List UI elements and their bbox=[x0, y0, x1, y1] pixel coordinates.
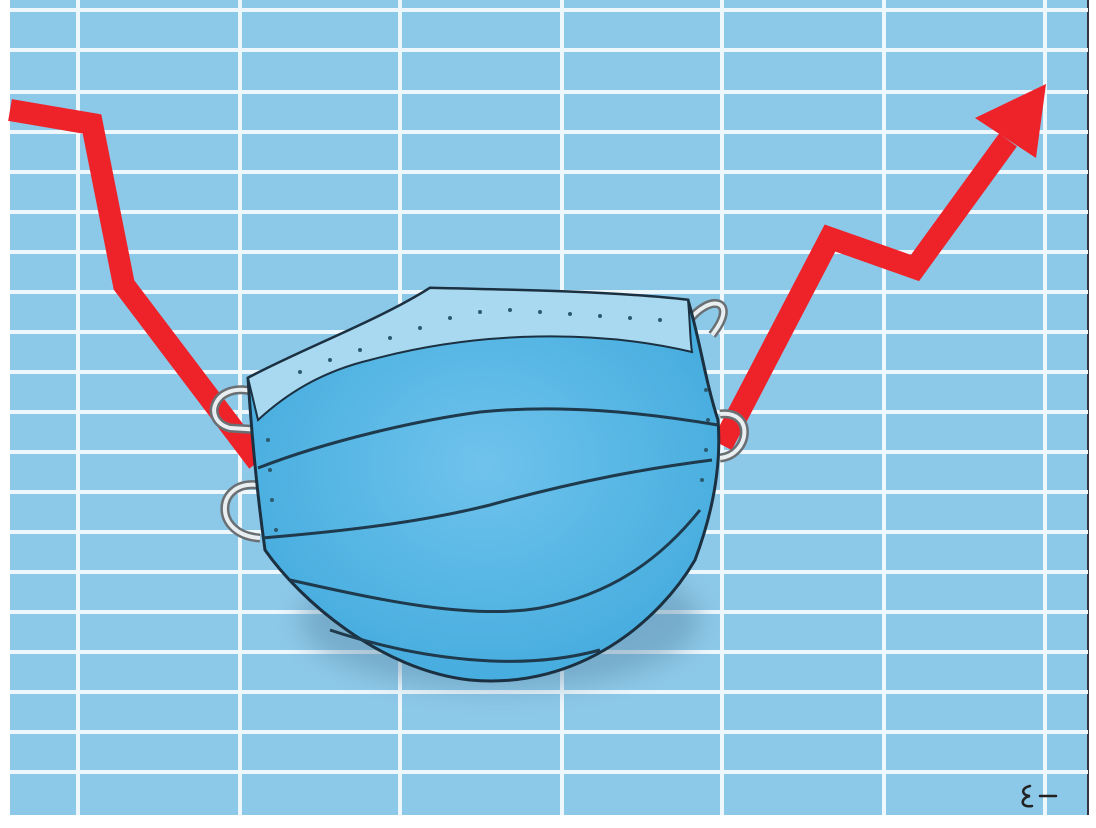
stitch bbox=[700, 478, 704, 482]
mask-pleat bbox=[289, 509, 702, 614]
stitch bbox=[508, 308, 512, 312]
ear-loop bbox=[212, 387, 263, 432]
stitch bbox=[270, 498, 274, 502]
stitch bbox=[704, 388, 708, 392]
stitch bbox=[628, 316, 632, 320]
stitch bbox=[568, 312, 572, 316]
ear-loop bbox=[223, 482, 261, 540]
stitch bbox=[268, 468, 272, 472]
ear-loops-highlight bbox=[212, 301, 747, 540]
trend-arrowhead bbox=[975, 84, 1046, 158]
stitch bbox=[478, 310, 482, 314]
stitch bbox=[328, 358, 332, 362]
stitch bbox=[598, 314, 602, 318]
trend-line-left bbox=[8, 99, 267, 469]
mask-pleats bbox=[257, 407, 719, 663]
signature bbox=[1021, 784, 1058, 808]
ear-loop bbox=[719, 411, 747, 460]
stitch bbox=[658, 318, 662, 322]
stitch bbox=[704, 448, 708, 452]
mask-pleat bbox=[261, 458, 713, 540]
stitch bbox=[448, 316, 452, 320]
stitch bbox=[274, 528, 278, 532]
stitch bbox=[298, 370, 302, 374]
mask-pleat bbox=[329, 628, 601, 663]
stitch bbox=[358, 348, 362, 352]
mask-pleat bbox=[257, 407, 719, 470]
mask-stitching bbox=[266, 308, 710, 532]
stitch bbox=[538, 310, 542, 314]
stitch bbox=[418, 326, 422, 330]
ear-loop bbox=[686, 301, 726, 337]
trend-line-right bbox=[712, 133, 1017, 451]
mask-nose-band bbox=[246, 286, 694, 422]
stitch bbox=[388, 336, 392, 340]
stitch bbox=[706, 418, 710, 422]
stitch bbox=[266, 438, 270, 442]
